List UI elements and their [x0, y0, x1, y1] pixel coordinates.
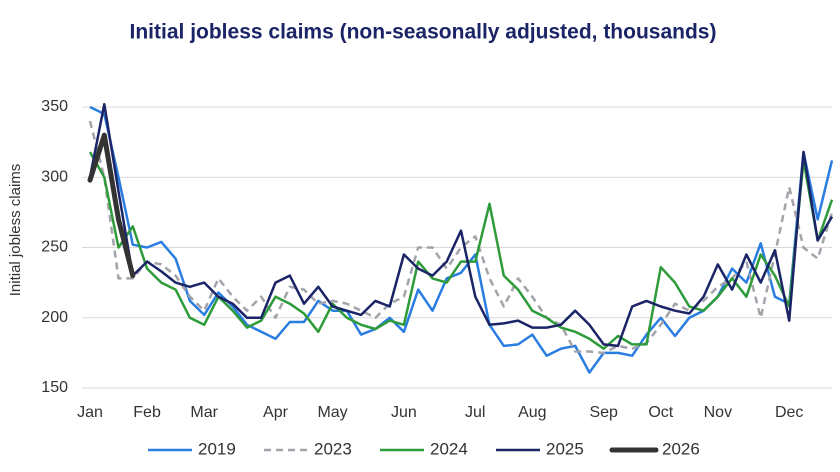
- x-tick-label: Jun: [391, 404, 417, 421]
- y-tick-label: 150: [41, 379, 68, 396]
- series-line: [88, 102, 834, 348]
- x-tick-label: Mar: [190, 404, 218, 421]
- y-tick-label: 350: [41, 98, 68, 115]
- y-tick-label: 200: [41, 309, 68, 326]
- y-axis-label: Initial jobless claims: [7, 164, 24, 297]
- chart-title: Initial jobless claims (non-seasonally a…: [130, 21, 717, 44]
- x-tick-label: Nov: [704, 404, 732, 421]
- series-line: [87, 132, 136, 279]
- series-line: [88, 151, 834, 350]
- x-tick-label: Jul: [465, 404, 485, 421]
- legend-label: 2023: [314, 439, 352, 458]
- x-tick-label: Aug: [518, 404, 546, 421]
- x-tick-label: Sep: [589, 404, 618, 421]
- legend-label: 2024: [430, 439, 468, 458]
- x-tick-label: Dec: [775, 404, 803, 421]
- x-tick-label: Oct: [648, 404, 673, 421]
- series-line: [89, 105, 834, 374]
- legend-label: 2026: [662, 439, 700, 458]
- x-tick-label: May: [317, 404, 347, 421]
- x-tick-label: Feb: [133, 404, 161, 421]
- y-tick-label: 300: [41, 168, 68, 185]
- x-tick-label: Apr: [263, 404, 289, 421]
- x-tick-label: Jan: [77, 404, 103, 421]
- y-tick-label: 250: [41, 239, 68, 256]
- legend-label: 2025: [546, 439, 584, 458]
- legend-label: 2019: [198, 439, 236, 458]
